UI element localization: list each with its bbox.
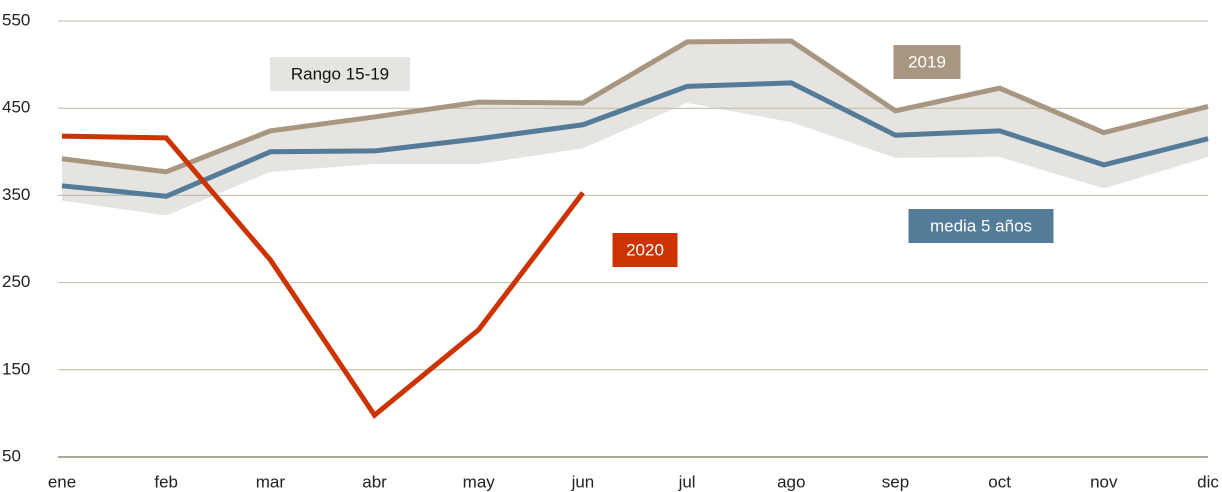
- y-tick-label: 550: [2, 10, 30, 29]
- legend-label: 2019: [908, 52, 946, 71]
- x-tick-label: dic: [1197, 472, 1219, 491]
- legend-label: 2020: [626, 240, 664, 259]
- legend-box: [908, 209, 1054, 243]
- x-tick-label: jul: [678, 472, 696, 491]
- range-band: [62, 41, 1208, 216]
- x-tick-label: sep: [882, 472, 909, 491]
- legend-label: media 5 años: [930, 216, 1032, 235]
- x-tick-label: nov: [1090, 472, 1118, 491]
- y-tick-label: 350: [2, 185, 30, 204]
- x-tick-label: oct: [988, 472, 1011, 491]
- x-tick-label: ene: [48, 472, 76, 491]
- legend-box: [612, 233, 678, 267]
- legend-box: [893, 45, 961, 79]
- y-tick-label: 450: [2, 98, 30, 117]
- series-line: [61, 38, 1209, 175]
- legend-label: Rango 15-19: [291, 64, 389, 83]
- x-tick-label: mar: [256, 472, 286, 491]
- y-tick-label: 150: [2, 359, 30, 378]
- legend-box: [270, 57, 410, 91]
- x-tick-label: ago: [777, 472, 805, 491]
- series-line: [61, 133, 585, 419]
- series-line: [61, 80, 1209, 199]
- x-tick-label: jun: [571, 472, 595, 491]
- y-tick-label: 250: [2, 272, 30, 291]
- x-tick-label: feb: [154, 472, 178, 491]
- x-tick-label: may: [463, 472, 496, 491]
- x-tick-label: abr: [362, 472, 387, 491]
- y-tick-label: 50: [2, 446, 21, 465]
